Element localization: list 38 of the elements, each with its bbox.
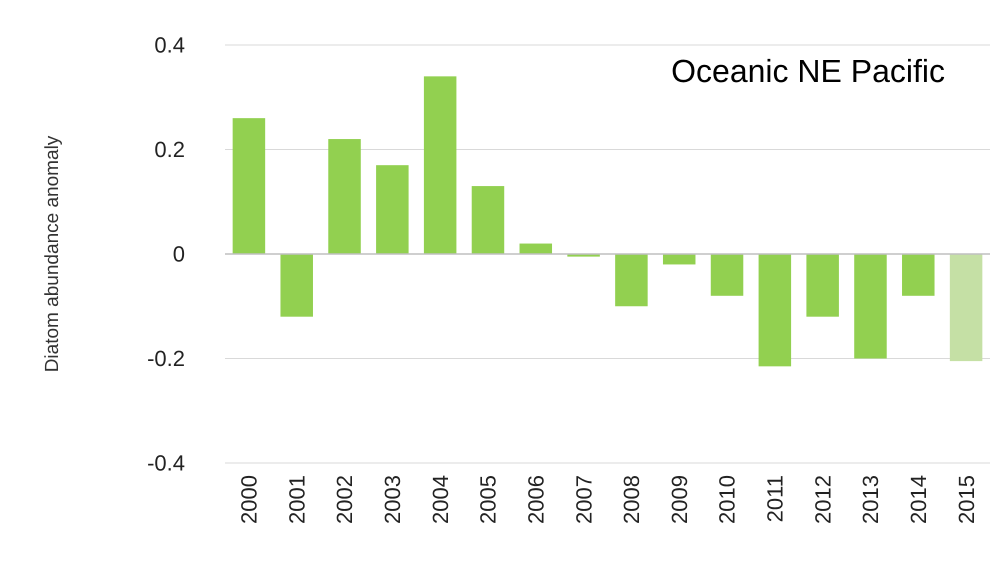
y-tick-label: -0.2 bbox=[147, 346, 185, 372]
x-tick-label: 2009 bbox=[666, 475, 692, 524]
bar bbox=[376, 165, 409, 254]
x-tick-label: 2006 bbox=[523, 475, 548, 524]
bar bbox=[710, 254, 744, 296]
bar bbox=[950, 254, 982, 362]
x-tick-label: 2007 bbox=[571, 475, 596, 524]
x-tick-label: 2001 bbox=[284, 475, 310, 524]
bar bbox=[472, 186, 504, 254]
y-tick-label: 0.2 bbox=[154, 137, 185, 162]
x-tick-label: 2014 bbox=[906, 475, 931, 524]
bar bbox=[328, 139, 361, 254]
y-tick-label: 0 bbox=[172, 242, 185, 267]
x-tick-label: 2012 bbox=[810, 475, 836, 524]
bar bbox=[902, 254, 935, 296]
x-tick-label: 2008 bbox=[619, 475, 644, 524]
x-tick-label: 2002 bbox=[332, 475, 358, 524]
bar bbox=[854, 254, 887, 358]
x-tick-label: 2013 bbox=[858, 475, 884, 524]
bar bbox=[520, 244, 552, 254]
x-tick-label: 2011 bbox=[762, 475, 788, 522]
x-tick-label: 2005 bbox=[476, 475, 501, 524]
bar bbox=[232, 118, 266, 254]
y-tick-label: -0.4 bbox=[147, 450, 185, 476]
annotation: Oceanic NE Pacific bbox=[671, 53, 945, 89]
y-tick-label: 0.4 bbox=[154, 32, 185, 58]
x-tick-label: 2010 bbox=[714, 475, 740, 524]
x-tick-label: 2015 bbox=[954, 475, 979, 524]
bar bbox=[758, 254, 792, 366]
x-tick-label: 2003 bbox=[380, 475, 406, 524]
bar bbox=[806, 254, 839, 317]
bar bbox=[424, 76, 456, 254]
bar bbox=[280, 254, 313, 317]
x-tick-label: 2004 bbox=[428, 475, 453, 524]
bar bbox=[662, 254, 696, 264]
y-axis-title: Diatom abundance anomaly bbox=[42, 135, 63, 372]
x-tick-label: 2000 bbox=[236, 475, 262, 524]
bar bbox=[615, 254, 648, 306]
